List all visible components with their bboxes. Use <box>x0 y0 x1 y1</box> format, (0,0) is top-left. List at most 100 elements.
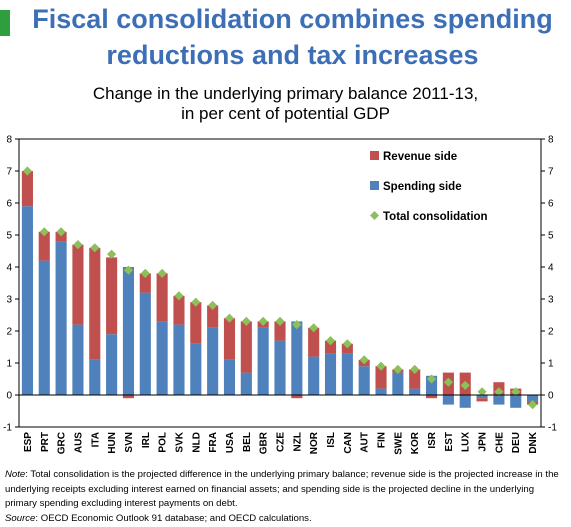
bar-spending <box>89 359 101 395</box>
x-category-label: KOR <box>410 431 421 454</box>
bar-revenue <box>106 257 118 335</box>
bar-revenue <box>173 295 185 325</box>
x-category-label: USA <box>225 432 236 453</box>
y-tick-label-left: -1 <box>3 423 12 434</box>
bar-spending <box>38 260 50 395</box>
bar-revenue <box>21 171 33 207</box>
bar-spending <box>409 388 421 395</box>
chart-title-line2: in per cent of potential GDP <box>181 104 390 123</box>
bar-spending <box>190 343 202 395</box>
bar-spending <box>510 395 522 408</box>
x-category-label: AUS <box>73 432 84 453</box>
bar-revenue <box>72 244 84 325</box>
bar-spending <box>223 359 236 395</box>
legend-label: Spending side <box>383 181 462 193</box>
marker-total <box>494 387 504 397</box>
x-category-label: IRL <box>141 432 152 448</box>
x-category-label: ISL <box>326 432 337 448</box>
bar-spending <box>493 395 505 405</box>
marker-total <box>426 374 437 384</box>
bar-revenue <box>156 273 168 322</box>
bar-revenue <box>308 327 320 357</box>
bar-spending <box>476 395 488 399</box>
bar-revenue <box>55 231 67 242</box>
marker-total <box>258 316 268 326</box>
x-category-label: CAN <box>343 432 354 454</box>
bar-spending <box>291 321 303 395</box>
bar-spending <box>324 353 337 395</box>
source-label: Source <box>5 512 36 524</box>
bar-spending <box>122 267 135 395</box>
x-category-label: AUT <box>360 432 371 453</box>
bar-spending <box>358 366 370 395</box>
marker-total <box>410 364 420 374</box>
y-tick-label-right: 5 <box>548 231 554 242</box>
marker-total <box>191 297 201 307</box>
bar-spending <box>392 372 404 395</box>
legend-label: Revenue side <box>383 151 457 163</box>
y-tick-label-right: 6 <box>548 199 554 210</box>
y-tick-label-left: 2 <box>6 327 12 338</box>
x-category-label: SVK <box>174 431 185 452</box>
x-category-label: NOR <box>309 431 320 454</box>
x-category-label: CHE <box>494 432 505 453</box>
legend-swatch <box>370 151 379 160</box>
x-category-label: CZE <box>276 432 287 452</box>
chart-title-line1: Change in the underlying primary balance… <box>92 84 479 103</box>
bar-spending <box>21 206 33 395</box>
y-tick-label-left: 5 <box>6 231 12 242</box>
x-category-label: BEL <box>242 432 253 452</box>
bar-spending <box>72 324 84 395</box>
y-tick-label-right: 1 <box>548 359 554 370</box>
bar-revenue <box>89 247 101 360</box>
bar-revenue <box>240 321 252 373</box>
y-tick-label-left: 0 <box>6 391 12 402</box>
accent-bar <box>0 10 10 36</box>
x-category-label: POL <box>158 432 169 453</box>
bar-spending <box>139 292 151 395</box>
x-category-label: FRA <box>208 432 219 453</box>
bar-revenue <box>425 395 438 399</box>
marker-total <box>56 227 66 237</box>
bar-revenue <box>291 395 303 399</box>
marker-total <box>292 320 302 330</box>
bar-spending <box>173 324 185 395</box>
bar-spending <box>442 395 454 405</box>
bar-revenue <box>274 321 286 341</box>
bar-revenue <box>375 366 387 389</box>
x-category-label: SVN <box>124 432 135 453</box>
marker-total <box>511 387 521 397</box>
y-tick-label-left: 8 <box>6 135 12 146</box>
bar-spending <box>425 375 438 395</box>
x-category-label: ISR <box>427 431 438 448</box>
legend-swatch <box>370 181 379 190</box>
x-category-label: SWE <box>393 432 404 455</box>
marker-total <box>460 380 470 390</box>
y-tick-label-right: 2 <box>548 327 554 338</box>
x-category-label: GBR <box>259 431 270 454</box>
note-label: Note <box>5 469 26 480</box>
x-category-label: DEU <box>511 432 522 453</box>
legend-label: Total consolidation <box>383 211 488 223</box>
bar-spending <box>308 356 320 395</box>
marker-total <box>443 377 453 387</box>
y-tick-label-left: 1 <box>6 359 12 370</box>
marker-total <box>174 291 184 301</box>
bar-spending <box>527 395 539 402</box>
slide-title-line1: Fiscal consolidation combines spending <box>32 4 553 34</box>
y-tick-label-left: 4 <box>6 263 12 274</box>
slide-title: Fiscal consolidation combines spending r… <box>14 1 571 73</box>
source-text: : OECD Economic Outlook 91 database; and… <box>35 512 312 524</box>
chart-note: Note: Total consolidation is the project… <box>5 468 565 526</box>
x-category-label: EST <box>444 432 455 451</box>
marker-total <box>22 166 33 176</box>
slide-title-line2: reductions and tax increases <box>106 40 479 70</box>
source-line: Source: OECD Economic Outlook 91 databas… <box>5 512 565 527</box>
y-tick-label-right: -1 <box>548 423 557 434</box>
x-category-label: LUX <box>461 432 472 452</box>
consolidation-chart: -1 -1 0 0 1 1 2 2 3 3 4 4 5 5 6 6 7 7 8 8 ESP PRT GRC AUS ITA HUN… <box>3 135 557 455</box>
note-text: : Total consolidation is the projected d… <box>5 469 559 509</box>
y-tick-label-right: 3 <box>548 295 554 306</box>
marker-total <box>90 243 100 253</box>
marker-total <box>224 313 235 323</box>
